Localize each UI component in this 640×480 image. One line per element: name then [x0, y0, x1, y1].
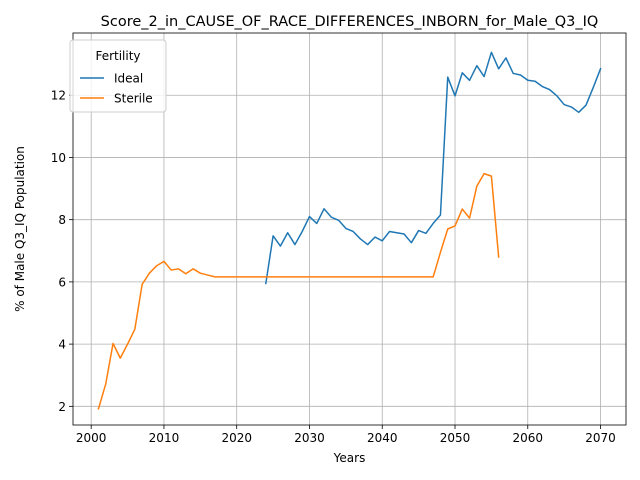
y-tick-label: 8 [58, 213, 66, 227]
chart-title: Score_2_in_CAUSE_OF_RACE_DIFFERENCES_INB… [101, 14, 599, 30]
legend: Fertility Ideal Sterile [69, 39, 167, 113]
axis-ticks: 2000 2010 2020 2030 2040 2050 2060 2070 2 4 6 8 10 12 [51, 89, 616, 445]
y-tick-label: 6 [58, 275, 66, 289]
legend-title: Fertility [95, 49, 140, 63]
x-tick-label: 2070 [585, 431, 616, 445]
x-tick-label: 2020 [221, 431, 252, 445]
y-tick-label: 4 [58, 338, 66, 352]
x-tick-label: 2010 [149, 431, 180, 445]
series-line-ideal [264, 51, 602, 285]
y-tick-label: 2 [58, 400, 66, 414]
series-layer [97, 51, 602, 410]
y-tick-label: 12 [51, 89, 66, 103]
x-tick-label: 2050 [440, 431, 471, 445]
y-tick-label: 10 [51, 151, 66, 165]
x-tick-label: 2040 [367, 431, 398, 445]
grid [73, 33, 626, 425]
x-tick-label: 2030 [294, 431, 325, 445]
plot-frame [72, 32, 627, 426]
x-tick-label: 2000 [76, 431, 107, 445]
series-line-sterile [97, 172, 500, 410]
legend-box [69, 39, 167, 113]
legend-label-ideal: Ideal [114, 72, 143, 86]
legend-label-sterile: Sterile [114, 92, 153, 106]
y-axis-label: % of Male Q3_IQ Population [13, 146, 27, 312]
x-axis-label: Years [333, 451, 366, 465]
x-tick-label: 2060 [512, 431, 543, 445]
